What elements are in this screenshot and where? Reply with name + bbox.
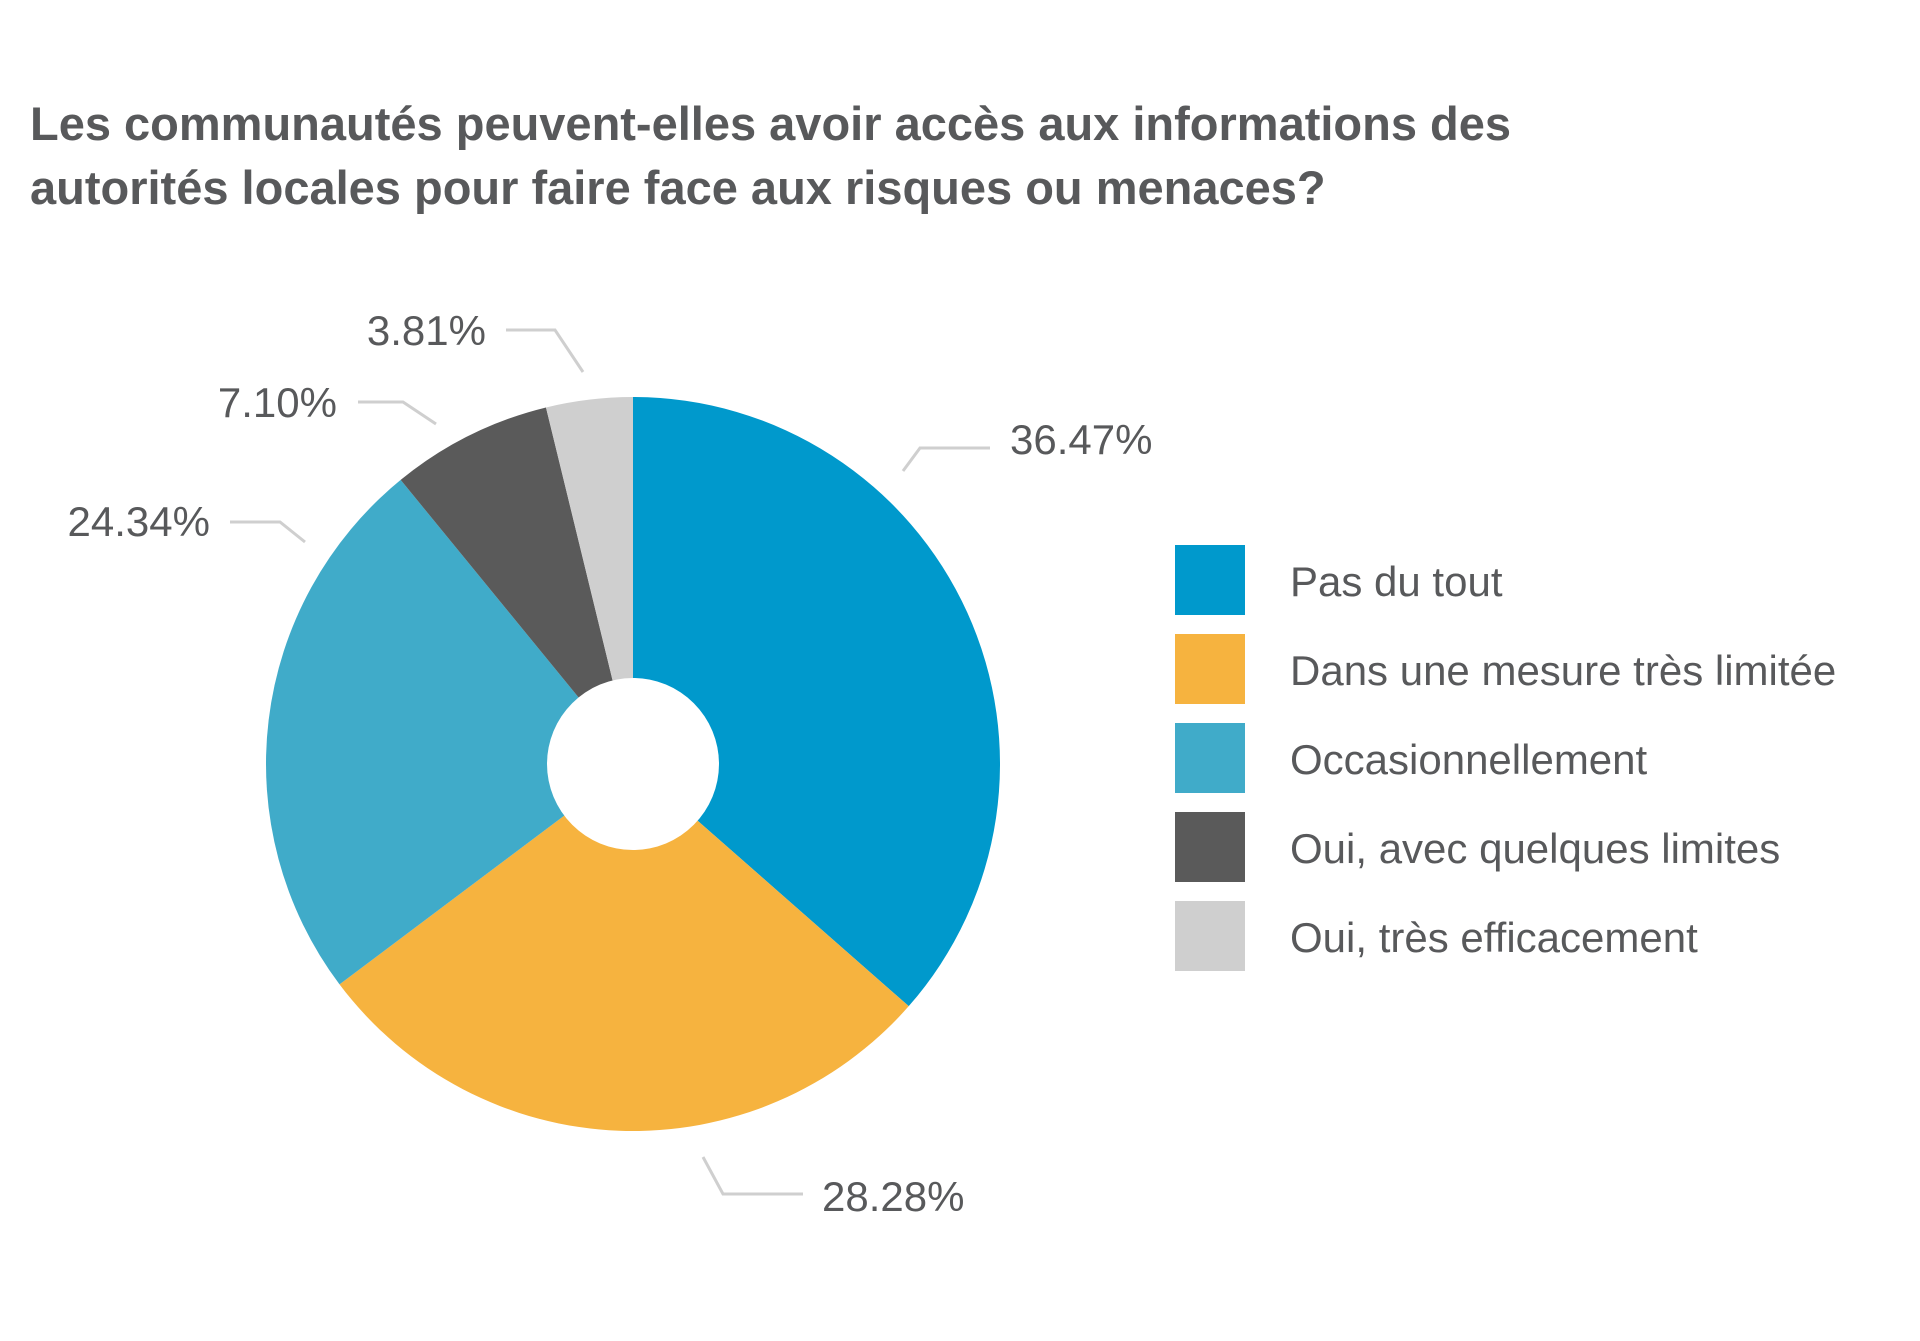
legend-label: Oui, très efficacement xyxy=(1290,914,1698,961)
pie-slice-dans-une-mesure-tr-s-limit-e xyxy=(339,764,909,1131)
legend-swatch xyxy=(1175,723,1245,793)
leader-line xyxy=(358,400,437,426)
donut-hole xyxy=(547,678,719,850)
legend-item-occasionnellement: Occasionnellement xyxy=(1175,723,1915,795)
leader-line xyxy=(506,328,585,373)
legend-swatch xyxy=(1175,545,1245,615)
pie-slice-occasionnellement xyxy=(265,479,633,985)
chart-title: Les communautés peuvent-elles avoir accè… xyxy=(30,92,1830,220)
pie-slices xyxy=(265,397,1001,1131)
data-label: 7.10% xyxy=(218,379,337,426)
pie-slice-oui-tr-s-efficacement xyxy=(545,397,633,764)
legend-item-oui-avec-quelques-limites: Oui, avec quelques limites xyxy=(1175,812,1915,884)
legend-item-dans-une-mesure-tres-limitee: Dans une mesure très limitée xyxy=(1175,634,1915,706)
legend-swatch xyxy=(1175,634,1245,704)
legend-label: Oui, avec quelques limites xyxy=(1290,825,1781,872)
data-labels: 36.47% 28.28% 24.34% 7.10% 3.81% xyxy=(68,307,1153,1220)
leader-line xyxy=(901,446,990,472)
leader-line xyxy=(701,1156,803,1196)
legend-swatch xyxy=(1175,901,1245,971)
leader-line xyxy=(230,520,306,544)
chart-title-line-1: Les communautés peuvent-elles avoir accè… xyxy=(30,97,1512,150)
legend: Pas du tout Dans une mesure très limitée… xyxy=(1175,545,1915,990)
legend-label: Occasionnellement xyxy=(1290,736,1648,783)
pie-slice-oui-avec-quelques-limites xyxy=(400,407,633,764)
pie-slice-pas-du-tout xyxy=(633,397,1001,1007)
legend-item-oui-tres-efficacement: Oui, très efficacement xyxy=(1175,901,1915,973)
legend-swatch xyxy=(1175,812,1245,882)
data-label: 24.34% xyxy=(68,498,210,545)
legend-label: Pas du tout xyxy=(1290,558,1503,605)
data-label: 36.47% xyxy=(1010,416,1152,463)
label-leaders xyxy=(230,328,990,1196)
data-label: 3.81% xyxy=(367,307,486,354)
chart-title-line-2: autorités locales pour faire face aux ri… xyxy=(30,161,1326,214)
legend-item-pas-du-tout: Pas du tout xyxy=(1175,545,1915,617)
legend-label: Dans une mesure très limitée xyxy=(1290,647,1837,694)
data-label: 28.28% xyxy=(822,1173,964,1220)
